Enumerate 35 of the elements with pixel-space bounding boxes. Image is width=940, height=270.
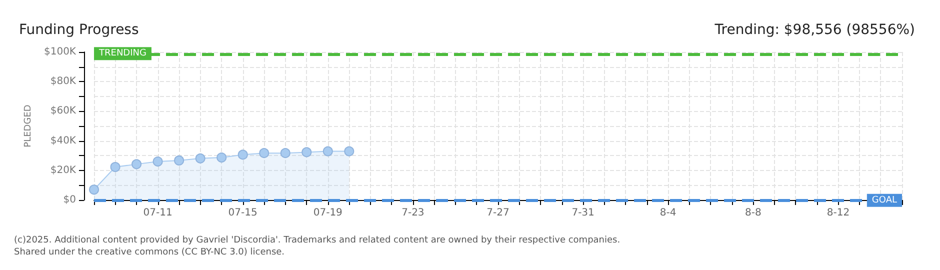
x-tick-label: 07-11 [143,208,172,218]
ref-line-label: TRENDING [98,48,146,59]
chart-subtitle: Trending: $98,556 (98556%) [714,22,916,38]
y-tick-label: $0 [63,194,76,206]
text: Shared under the creative commons (CC BY-NC 3.0) license. [14,248,285,258]
ref-line-label: GOAL [872,195,897,206]
x-tick-label: 7-27 [486,208,510,218]
x-tick-label: 7-31 [572,208,594,218]
point [174,155,184,166]
x-tick-label: 8-12 [826,208,850,218]
y-tick-label: $40K [50,135,76,146]
y-tick-label: $20K [50,164,76,176]
point [216,152,227,163]
point [344,146,354,156]
x-tick-label: 8-4 [660,208,676,218]
y-tick-label: $80K [50,76,76,88]
point [238,150,248,160]
point [302,147,312,158]
point [132,159,142,170]
point [195,153,206,164]
x-tick-label: 8-8 [744,208,762,218]
point [110,162,120,172]
point [89,184,99,195]
y-tick-label: $60K [50,106,76,117]
text: (c)2025. Additional content provided by Gavriel 'Discordia'. Trademarks and related content are owned by their respective companies. [14,236,620,246]
x-tick-label: 07-19 [313,208,342,218]
point [280,148,290,158]
y-axis-title: PLEDGED [24,104,34,148]
chart-title: Funding Progress [19,22,139,38]
point [322,146,333,156]
y-tick-label: $100K [44,46,76,58]
point [259,148,270,158]
x-tick-label: 7-23 [402,208,424,218]
x-tick-label: 07-15 [228,208,258,218]
point [152,156,163,167]
